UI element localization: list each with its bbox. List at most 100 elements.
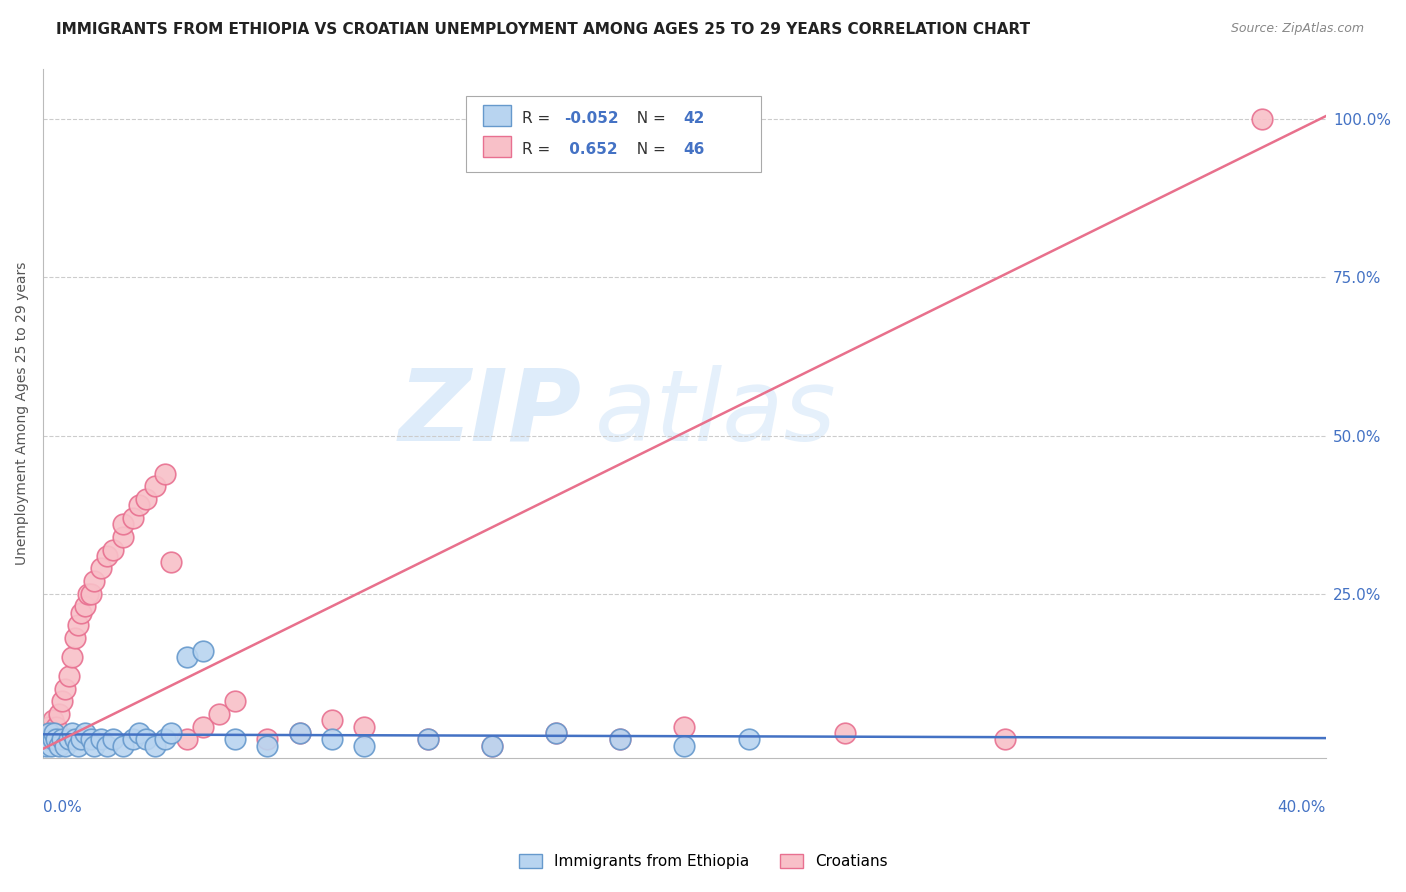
Point bbox=[53, 681, 76, 696]
Point bbox=[63, 631, 86, 645]
Point bbox=[1251, 112, 1274, 127]
FancyBboxPatch shape bbox=[467, 96, 762, 172]
Point bbox=[128, 726, 150, 740]
Point bbox=[481, 739, 503, 753]
Point bbox=[288, 726, 311, 740]
Point bbox=[546, 726, 568, 740]
Point bbox=[143, 739, 166, 753]
Point bbox=[76, 587, 98, 601]
Point bbox=[416, 732, 439, 747]
Point bbox=[121, 732, 143, 747]
Point bbox=[673, 739, 696, 753]
Point bbox=[737, 732, 759, 747]
Point bbox=[546, 726, 568, 740]
Point bbox=[353, 739, 375, 753]
Point bbox=[112, 739, 135, 753]
Point bbox=[37, 732, 59, 747]
Point bbox=[80, 732, 103, 747]
Point bbox=[193, 644, 215, 658]
Point bbox=[103, 542, 125, 557]
Point bbox=[143, 479, 166, 493]
Text: 40.0%: 40.0% bbox=[1278, 800, 1326, 814]
Point bbox=[51, 732, 73, 747]
Point bbox=[256, 739, 278, 753]
Point bbox=[321, 714, 343, 728]
Point bbox=[160, 726, 183, 740]
Point bbox=[35, 739, 58, 753]
Point bbox=[112, 517, 135, 532]
Text: IMMIGRANTS FROM ETHIOPIA VS CROATIAN UNEMPLOYMENT AMONG AGES 25 TO 29 YEARS CORR: IMMIGRANTS FROM ETHIOPIA VS CROATIAN UNE… bbox=[56, 22, 1031, 37]
Point bbox=[67, 739, 90, 753]
Point bbox=[224, 732, 246, 747]
Point bbox=[39, 726, 62, 740]
Point bbox=[48, 739, 70, 753]
Point bbox=[609, 732, 631, 747]
Point bbox=[34, 732, 56, 747]
Text: 42: 42 bbox=[683, 112, 704, 127]
Point bbox=[60, 650, 83, 665]
Point bbox=[48, 707, 70, 722]
Point bbox=[67, 618, 90, 632]
Point bbox=[35, 726, 58, 740]
Text: Source: ZipAtlas.com: Source: ZipAtlas.com bbox=[1230, 22, 1364, 36]
Point bbox=[224, 694, 246, 708]
Legend: Immigrants from Ethiopia, Croatians: Immigrants from Ethiopia, Croatians bbox=[513, 848, 893, 875]
Point bbox=[288, 726, 311, 740]
Point bbox=[60, 726, 83, 740]
Point bbox=[135, 732, 157, 747]
Point bbox=[128, 498, 150, 512]
FancyBboxPatch shape bbox=[484, 136, 512, 157]
Point bbox=[416, 732, 439, 747]
Point bbox=[83, 739, 105, 753]
Point bbox=[39, 739, 62, 753]
Point bbox=[45, 732, 67, 747]
Point bbox=[80, 587, 103, 601]
Point bbox=[73, 726, 96, 740]
Point bbox=[58, 669, 80, 683]
Text: atlas: atlas bbox=[595, 365, 837, 462]
Point bbox=[58, 732, 80, 747]
Point bbox=[208, 707, 231, 722]
Point bbox=[51, 694, 73, 708]
Point bbox=[609, 732, 631, 747]
Point bbox=[45, 720, 67, 734]
Text: N =: N = bbox=[627, 112, 671, 127]
Point bbox=[353, 720, 375, 734]
Point bbox=[834, 726, 856, 740]
Point bbox=[63, 732, 86, 747]
Point bbox=[42, 726, 65, 740]
Point bbox=[103, 732, 125, 747]
Point bbox=[153, 467, 176, 481]
Text: R =: R = bbox=[522, 112, 554, 127]
Point bbox=[70, 732, 93, 747]
Text: ZIP: ZIP bbox=[399, 365, 582, 462]
Point bbox=[994, 732, 1017, 747]
Point bbox=[38, 726, 60, 740]
Point bbox=[83, 574, 105, 589]
Point bbox=[256, 732, 278, 747]
Point bbox=[176, 732, 198, 747]
Point bbox=[41, 714, 63, 728]
Point bbox=[96, 549, 118, 563]
Point bbox=[90, 732, 112, 747]
Point bbox=[121, 511, 143, 525]
Text: 46: 46 bbox=[683, 142, 704, 157]
Y-axis label: Unemployment Among Ages 25 to 29 years: Unemployment Among Ages 25 to 29 years bbox=[15, 261, 30, 566]
FancyBboxPatch shape bbox=[484, 105, 512, 127]
Point bbox=[135, 491, 157, 506]
Point bbox=[41, 732, 63, 747]
Point bbox=[176, 650, 198, 665]
Text: 0.0%: 0.0% bbox=[44, 800, 82, 814]
Point bbox=[673, 720, 696, 734]
Point bbox=[193, 720, 215, 734]
Point bbox=[53, 739, 76, 753]
Point bbox=[37, 720, 59, 734]
Point bbox=[321, 732, 343, 747]
Point bbox=[70, 606, 93, 620]
Point bbox=[112, 530, 135, 544]
Text: 0.652: 0.652 bbox=[564, 142, 617, 157]
Point bbox=[90, 561, 112, 575]
Point bbox=[153, 732, 176, 747]
Text: -0.052: -0.052 bbox=[564, 112, 619, 127]
Point bbox=[38, 732, 60, 747]
